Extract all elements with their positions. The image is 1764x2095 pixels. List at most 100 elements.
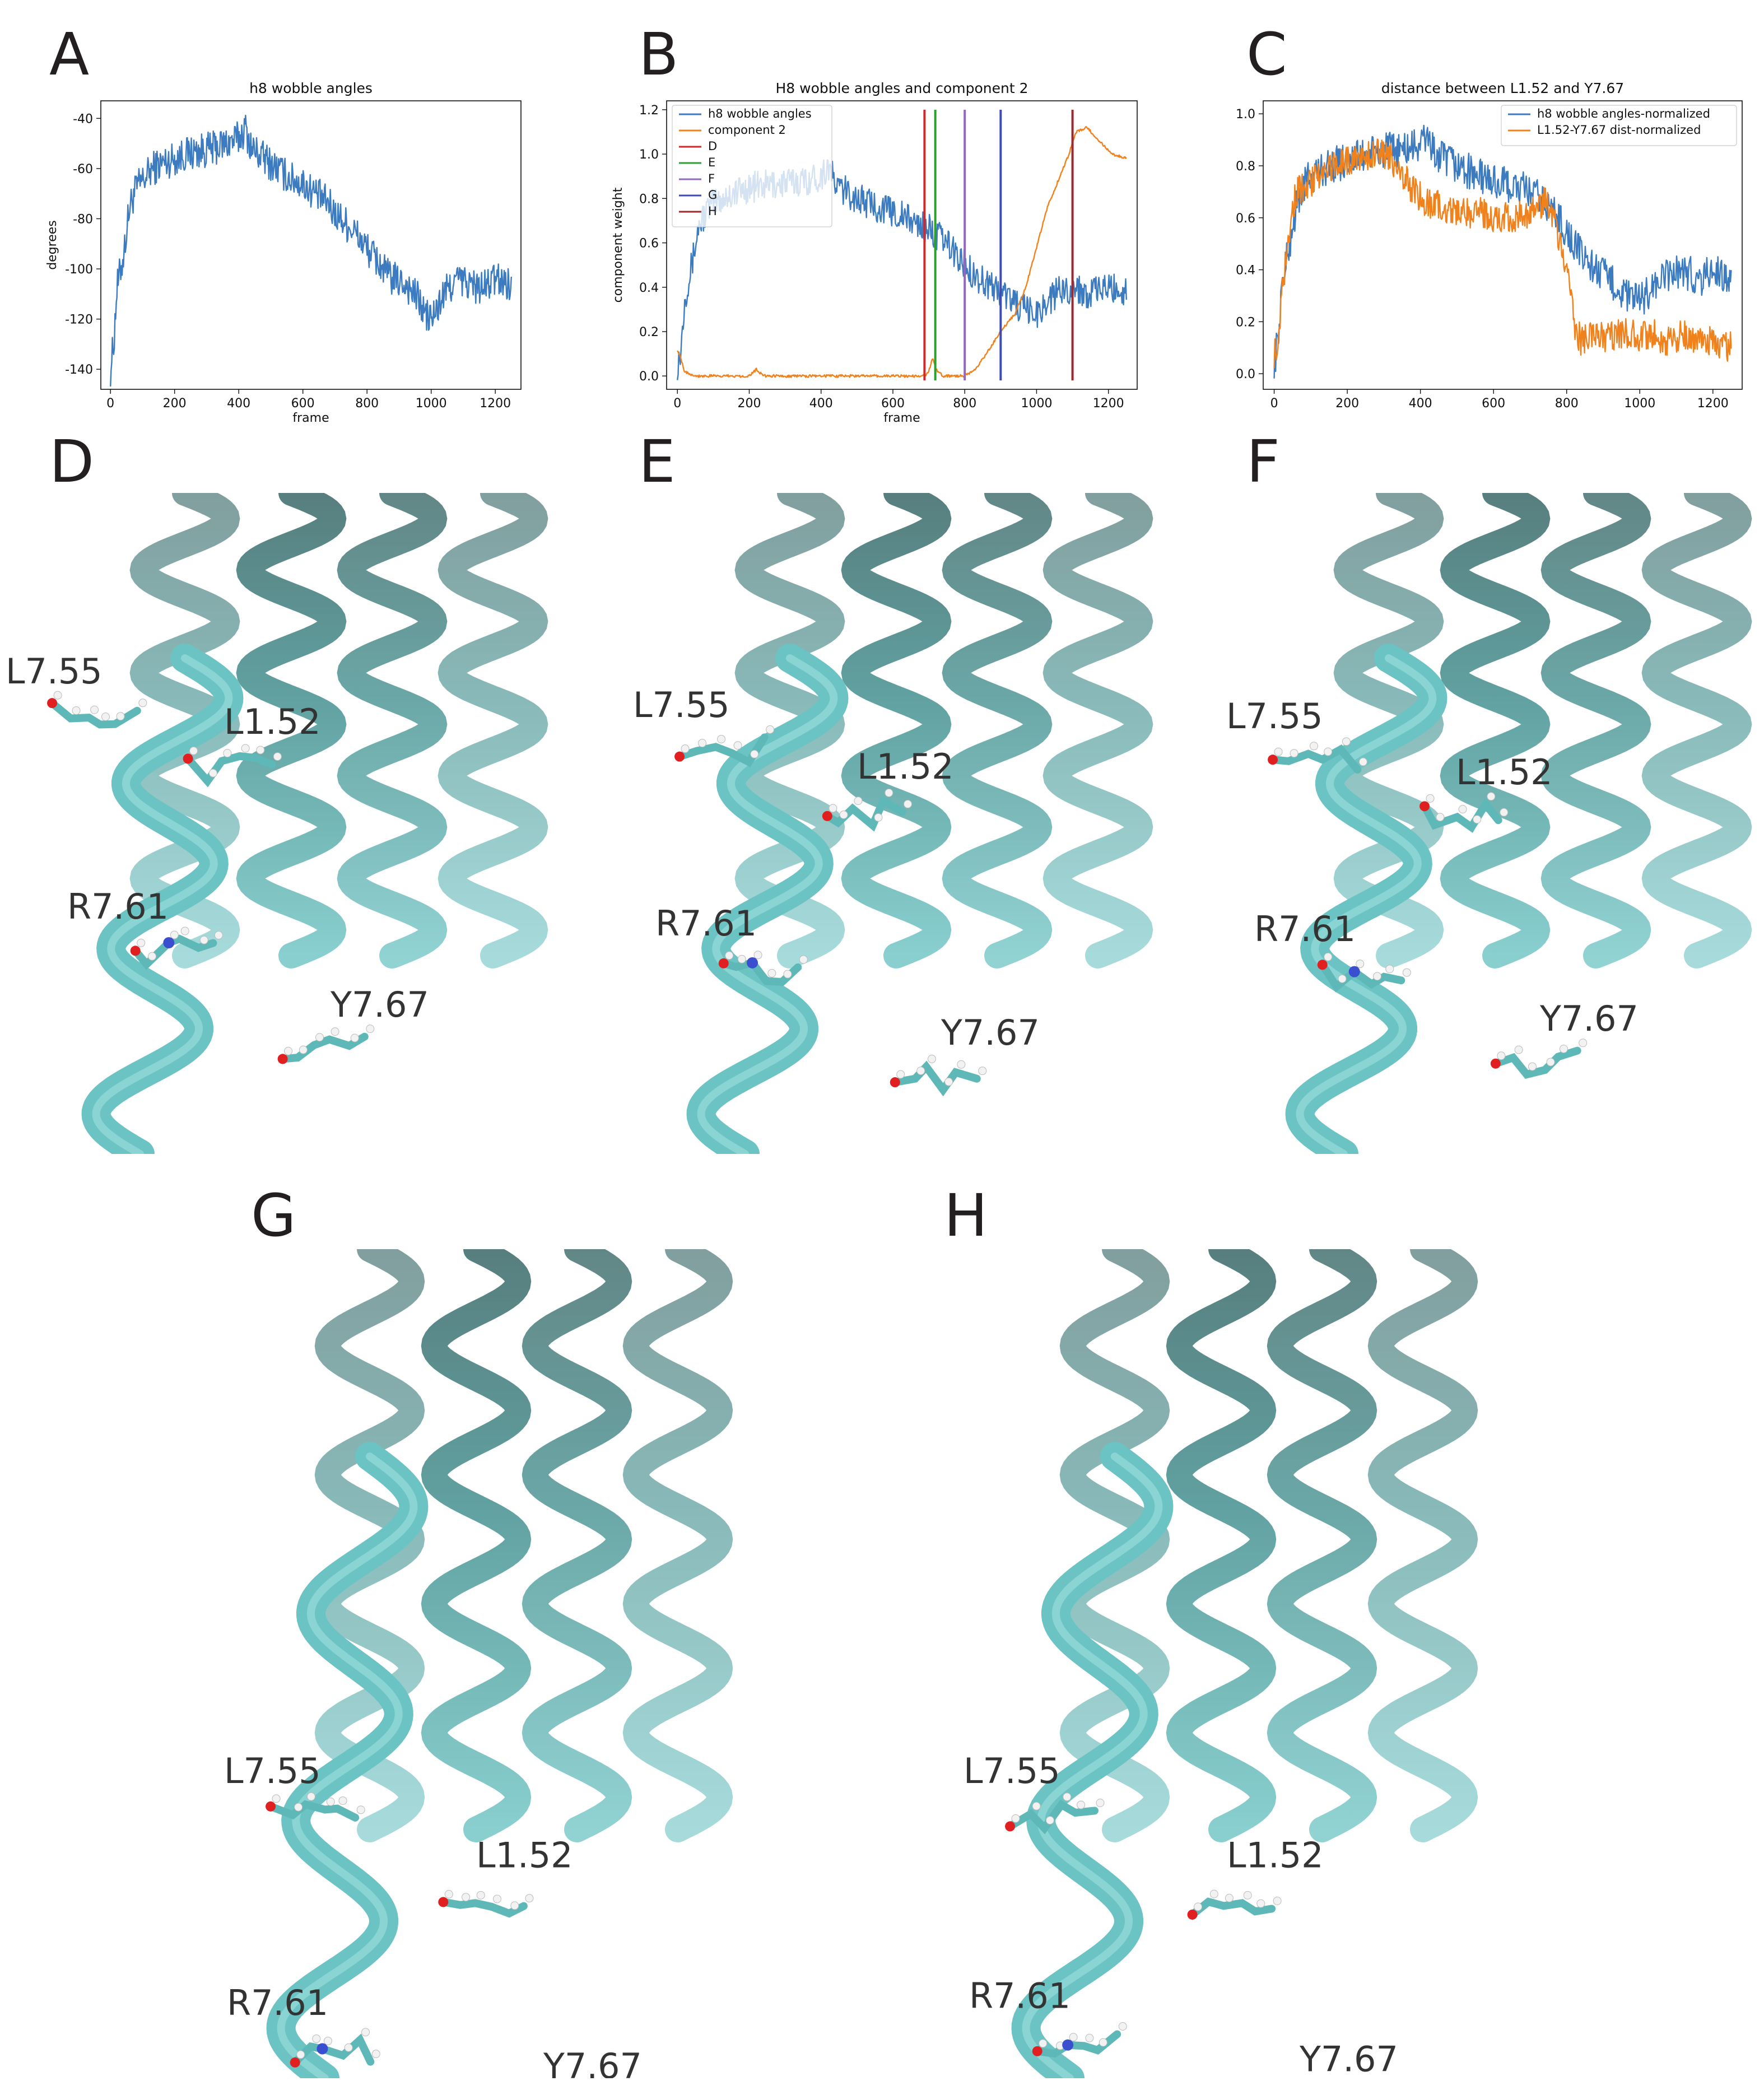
hydrogen-atom (284, 1046, 293, 1055)
hydrogen-atom (272, 1794, 281, 1803)
residue-sticks (891, 1060, 981, 1097)
legend-box (672, 105, 832, 227)
hydrogen-atom (1209, 1889, 1218, 1898)
chart-title: H8 wobble angles and component 2 (775, 80, 1028, 96)
hydrogen-atom (927, 1054, 936, 1063)
panel-label-f: F (1246, 427, 1280, 496)
helix-ribbon (437, 493, 548, 969)
residue-label-r7-61: R7.61 (1254, 909, 1356, 949)
x-tick-label: 0 (106, 397, 114, 411)
hydrogen-atom (767, 969, 776, 977)
hydrogen-atom (1011, 1814, 1020, 1823)
hydrogen-atom (957, 1060, 966, 1069)
structure-panel-f: L7.55 L1.52 R7.61 Y7.67 (1204, 493, 1764, 1154)
residue-sticks (48, 699, 141, 729)
hydrogen-atom (1194, 1902, 1203, 1911)
hydrogen-atom (753, 951, 762, 960)
hydrogen-atom (444, 1890, 453, 1899)
helix-ribbon (337, 493, 448, 969)
panel-label-g: G (251, 1181, 296, 1250)
hydrogen-atom (462, 1893, 471, 1902)
structure-panel-h: L7.55 L1.52 R7.61 Y7.67 (930, 1249, 1490, 2078)
hydrogen-atom (1473, 815, 1482, 824)
residue-sticks (676, 733, 769, 767)
oxygen-atom (183, 753, 193, 764)
residue-sticks (1491, 1046, 1581, 1079)
residue-sticks (1421, 797, 1502, 833)
hydrogen-atom (208, 769, 217, 778)
hydrogen-atom (904, 799, 913, 808)
hydrogen-atom (1385, 965, 1394, 974)
hydrogen-atom (299, 1045, 308, 1054)
hydrogen-atom (1096, 1799, 1105, 1808)
structure-g-svg: L7.55 L1.52 R7.61 Y7.67 (224, 1249, 733, 2078)
hydrogen-atom (306, 1792, 315, 1801)
legend-label: G (708, 188, 717, 202)
hydrogen-atom (725, 951, 734, 960)
y-tick-label: 0.8 (639, 192, 659, 206)
y-tick-label: -80 (73, 212, 93, 226)
hydrogen-atom (331, 1027, 339, 1036)
helix8-highlight (1296, 654, 1437, 1154)
residue-sticks (291, 2033, 375, 2066)
hydrogen-atom (1342, 737, 1351, 746)
hydrogen-atom (1500, 808, 1509, 817)
oxygen-atom (130, 946, 141, 956)
helix-ribbon (236, 493, 347, 969)
y-tick-label: 1.0 (639, 148, 659, 162)
hydrogen-atom (273, 752, 282, 761)
residue-sticks (439, 1898, 528, 1918)
x-tick-label: 400 (1409, 397, 1432, 411)
legend-label: L1.52-Y7.67 dist-normalized (1537, 123, 1701, 137)
hydrogen-atom (214, 930, 223, 939)
hydrogen-atom (1274, 747, 1283, 756)
residue-sticks (267, 1800, 360, 1822)
hydrogen-atom (750, 749, 759, 758)
x-tick-label: 600 (1482, 397, 1505, 411)
residue-label-r7-61: R7.61 (969, 1976, 1070, 2017)
x-tick-label: 1000 (1021, 397, 1052, 411)
oxygen-atom (438, 1897, 449, 1907)
x-axis-label: frame (883, 411, 920, 425)
residue-label-l1-52: L1.52 (857, 746, 954, 787)
legend-label: h8 wobble angles (708, 107, 812, 120)
hydrogen-atom (525, 1894, 534, 1903)
y-axis-label: degrees (45, 220, 59, 270)
hydrogen-atom (101, 712, 110, 721)
series-line-0 (1273, 124, 1732, 379)
hydrogen-atom (1338, 974, 1347, 983)
hydrogen-atom (733, 741, 742, 750)
residue-sticks (1188, 1897, 1276, 1919)
structure-h-svg: L7.55 L1.52 R7.61 Y7.67 (964, 1249, 1478, 2078)
hydrogen-atom (371, 2050, 380, 2059)
residue-sticks (1269, 744, 1362, 774)
hydrogen-atom (1063, 1793, 1072, 1801)
y-tick-label: -100 (65, 263, 93, 277)
y-tick-label: -40 (73, 112, 93, 126)
oxygen-atom (1419, 801, 1430, 812)
hydrogen-atom (1373, 972, 1382, 981)
y-tick-label: 0.6 (639, 237, 659, 251)
helix-ribbon (522, 1249, 632, 1842)
hydrogen-atom (256, 746, 265, 755)
panel-label-e: E (639, 427, 676, 496)
oxygen-atom (1317, 960, 1328, 970)
hydrogen-atom (885, 788, 893, 797)
chart-c: distance between L1.52 and Y7.67 0 200 400 6… (1193, 0, 1764, 437)
residue-label-y7-67: Y7.67 (330, 984, 429, 1025)
hydrogen-atom (148, 952, 157, 961)
hydrogen-atom (199, 935, 208, 944)
y-tick-label: 0.4 (1236, 264, 1255, 278)
hydrogen-atom (189, 746, 198, 755)
y-tick-label: 1.0 (1236, 108, 1255, 122)
chart-b: H8 wobble angles and component 2 0 200 400 6… (588, 0, 1165, 437)
hydrogen-atom (356, 1805, 365, 1814)
oxygen-atom (718, 958, 729, 969)
hydrogen-atom (978, 1067, 987, 1076)
helix8-highlight (277, 1452, 418, 2078)
hydrogen-atom (1069, 2033, 1078, 2042)
residue-label-l1-52: L1.52 (224, 701, 321, 742)
residue-sticks (1033, 2030, 1121, 2058)
y-tick-label: 0.0 (1236, 367, 1255, 381)
hydrogen-atom (766, 725, 775, 734)
